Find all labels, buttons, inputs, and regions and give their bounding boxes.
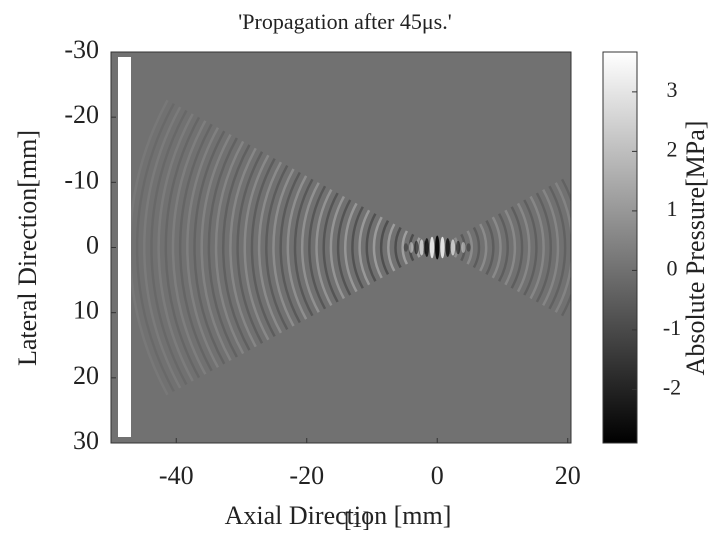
- wavefront: [171, 120, 207, 375]
- focal-spot: [450, 239, 456, 256]
- wavefront: [150, 109, 188, 386]
- wavefront: [516, 202, 531, 293]
- focal-spot: [461, 242, 466, 253]
- colorbar-tick-label: -2: [663, 374, 681, 399]
- x-tick-label: -40: [159, 461, 194, 490]
- wavefront: [554, 182, 571, 313]
- wavefront: [265, 164, 289, 331]
- wavefront: [497, 213, 509, 282]
- y-axis-label: Lateral Direction[mm]: [13, 130, 42, 366]
- colorbar-tick-label: 0: [667, 255, 678, 280]
- wavefront: [221, 144, 251, 351]
- wavefront: [408, 233, 415, 262]
- wavefront: [504, 209, 517, 286]
- focal-spot: [435, 235, 440, 260]
- focal-spot: [419, 239, 424, 256]
- wavefront: [460, 233, 466, 262]
- wavefront: [343, 202, 358, 293]
- wavefront: [236, 151, 264, 344]
- wavefront: [200, 133, 232, 362]
- wavefront: [229, 147, 257, 348]
- wavefront: [535, 192, 552, 303]
- wavefront: [164, 116, 201, 379]
- y-tick-label: -10: [64, 165, 99, 194]
- wavefront: [510, 206, 524, 289]
- focal-spot: [445, 238, 450, 257]
- colorbar-label: Absolute Pressure[MPa]: [681, 121, 710, 376]
- x-tick-label: 20: [555, 461, 581, 490]
- wavefront: [329, 195, 346, 300]
- wavefront: [279, 171, 301, 324]
- wavefront: [300, 182, 320, 313]
- focal-spot: [440, 236, 445, 259]
- transducer: [118, 57, 131, 437]
- pressure-field: [111, 52, 571, 443]
- focal-spot: [429, 236, 435, 259]
- wavefront: [479, 223, 488, 272]
- colorbar-tick-label: 2: [667, 136, 678, 161]
- focal-spot: [455, 240, 461, 255]
- wavefront: [560, 178, 571, 317]
- wavefront: [336, 199, 352, 296]
- y-tick-label: -30: [64, 35, 99, 64]
- wavefront: [308, 185, 327, 310]
- wavefront: [548, 185, 567, 310]
- focal-spot: [414, 240, 419, 255]
- wavefront: [485, 219, 495, 276]
- y-tick-label: 10: [73, 296, 99, 325]
- colorbar: [602, 51, 638, 444]
- x-axis-label: Axial Direction [mm]: [225, 501, 452, 530]
- focal-spot: [408, 242, 414, 253]
- focal-spot: [403, 243, 409, 252]
- wavefront: [387, 223, 396, 272]
- colorbar-tick-label: 3: [667, 77, 678, 102]
- wavefront: [257, 161, 283, 334]
- wavefront: [542, 189, 560, 306]
- colorbar-tick-label: 1: [667, 196, 678, 221]
- wavefront: [243, 154, 270, 341]
- y-tick-label: 0: [86, 230, 99, 259]
- wavefront: [315, 189, 333, 306]
- wavefront: [401, 230, 409, 265]
- wavefront: [286, 175, 308, 320]
- y-tick-label: -20: [64, 100, 99, 129]
- wavefront: [178, 123, 213, 372]
- wavefront: [272, 168, 295, 327]
- wavefront: [143, 106, 182, 389]
- wavefront: [193, 130, 226, 365]
- focal-spot: [424, 238, 430, 257]
- wavefront: [372, 216, 383, 279]
- field-background: [111, 52, 571, 443]
- wavefront: [365, 213, 377, 282]
- wavefront: [394, 226, 402, 269]
- wavefront: [186, 127, 220, 368]
- wavefront: [379, 219, 390, 276]
- wavefront: [466, 230, 474, 265]
- x-tick-label: -20: [289, 461, 324, 490]
- x-tick-label: 0: [431, 461, 444, 490]
- wavefront: [491, 216, 502, 279]
- wavefront: [207, 137, 238, 358]
- y-tick-label: 20: [73, 361, 99, 390]
- wavefront: [351, 206, 364, 289]
- wavefront: [250, 158, 276, 337]
- wavefront: [523, 199, 538, 296]
- wavefront: [529, 195, 545, 300]
- annotation: [1]: [344, 507, 370, 532]
- wavefront: [472, 226, 481, 269]
- colorbar-tick-label: -1: [663, 315, 681, 340]
- wavefront: [214, 140, 245, 355]
- y-tick-label: 30: [73, 426, 99, 455]
- wavefront: [135, 103, 175, 392]
- wavefront: [157, 113, 194, 382]
- wavefront: [322, 192, 339, 303]
- wavefront: [358, 209, 371, 286]
- wavefront: [293, 178, 314, 317]
- chart-title: 'Propagation after 45μs.': [238, 9, 451, 34]
- focal-spot: [466, 243, 471, 252]
